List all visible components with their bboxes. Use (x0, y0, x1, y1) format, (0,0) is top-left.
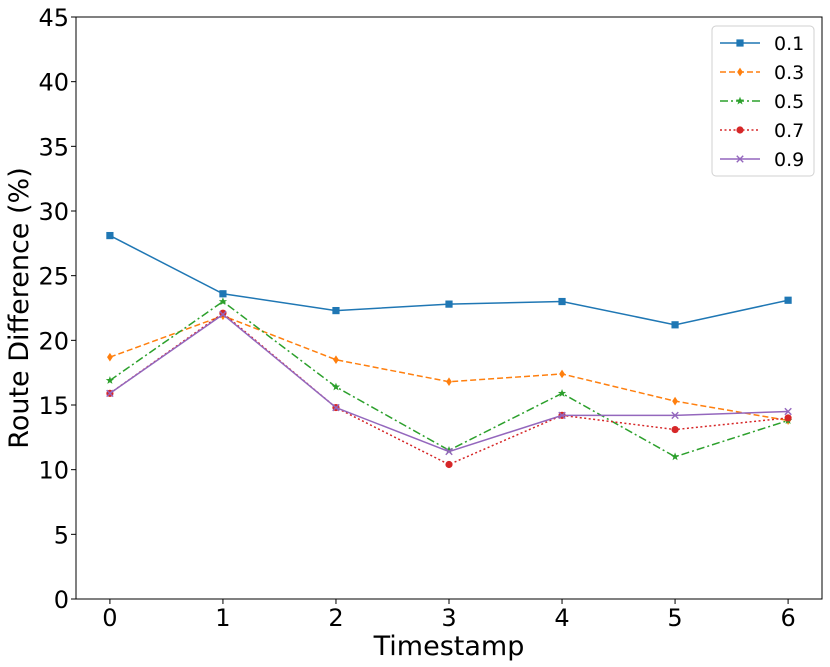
series-line (109, 234, 789, 326)
y-tick-label: 25 (38, 263, 69, 291)
legend: 0.1 0.3 0.5 0.7 0.9 (711, 25, 815, 177)
data-point (784, 296, 792, 304)
y-tick-label: 10 (38, 457, 69, 485)
data-point (333, 355, 339, 365)
data-point (784, 407, 792, 416)
legend-label: 0.1 (774, 33, 804, 55)
legend-entry: 0.1 (720, 33, 804, 55)
x-tick-label: 6 (780, 604, 795, 632)
x-tick-label: 0 (102, 604, 117, 632)
data-point (671, 321, 679, 329)
data-point (106, 389, 114, 398)
x-tick-label: 5 (667, 604, 682, 632)
data-point (331, 382, 341, 391)
legend-frame (711, 25, 815, 177)
data-point (672, 396, 678, 406)
data-point (107, 352, 113, 362)
legend-marker (736, 126, 744, 134)
y-tick-label: 0 (54, 586, 69, 614)
data-point (445, 300, 453, 308)
legend-label: 0.5 (774, 91, 804, 113)
data-point (444, 445, 454, 454)
data-point (105, 376, 115, 384)
data-point (219, 310, 227, 319)
y-tick-label: 35 (38, 133, 69, 161)
data-point (219, 290, 227, 298)
data-point (558, 297, 566, 306)
series-0-3 (107, 311, 791, 425)
series-0-7 (106, 309, 792, 469)
y-tick-label: 5 (54, 521, 69, 549)
data-point (445, 460, 453, 469)
y-tick-label: 45 (38, 4, 69, 32)
legend-label: 0.3 (774, 62, 804, 84)
data-point (558, 411, 566, 420)
x-tick-label: 4 (554, 604, 569, 632)
y-tick-label: 30 (38, 198, 69, 226)
series-0-1 (106, 231, 792, 329)
x-tick-label: 1 (215, 604, 230, 632)
chart-marks (105, 231, 793, 469)
data-point (106, 231, 114, 240)
series-0-9 (106, 310, 792, 456)
legend-entry: 0.7 (720, 120, 804, 142)
legend-label: 0.7 (774, 120, 804, 142)
y-tick-label: 40 (38, 69, 69, 97)
data-point (445, 447, 453, 456)
data-point (670, 452, 680, 461)
plot-frame (75, 16, 823, 600)
data-point (446, 377, 452, 387)
legend-marker (736, 155, 744, 163)
y-tick-label: 20 (38, 327, 69, 355)
data-point (671, 425, 679, 434)
x-tick-label: 3 (441, 604, 456, 632)
legend-entry: 0.5 (720, 91, 804, 113)
legend-marker (735, 96, 745, 105)
data-point (332, 306, 340, 315)
data-point (557, 389, 567, 397)
legend-entry: 0.3 (720, 62, 804, 84)
data-point (671, 411, 679, 420)
x-tick-label: 2 (328, 604, 343, 632)
data-point (559, 369, 565, 379)
legend-marker (737, 67, 743, 77)
data-point (218, 297, 228, 306)
y-axis-title: Route Difference (%) (4, 167, 35, 448)
y-tick-label: 15 (38, 392, 69, 420)
legend-entry: 0.9 (720, 149, 804, 171)
data-point (784, 414, 792, 422)
data-point (332, 403, 340, 412)
legend-label: 0.9 (774, 149, 804, 171)
series-line (109, 314, 789, 422)
series-line (109, 312, 789, 466)
x-axis-title: Timestamp (373, 631, 525, 662)
legend-marker (736, 39, 744, 47)
